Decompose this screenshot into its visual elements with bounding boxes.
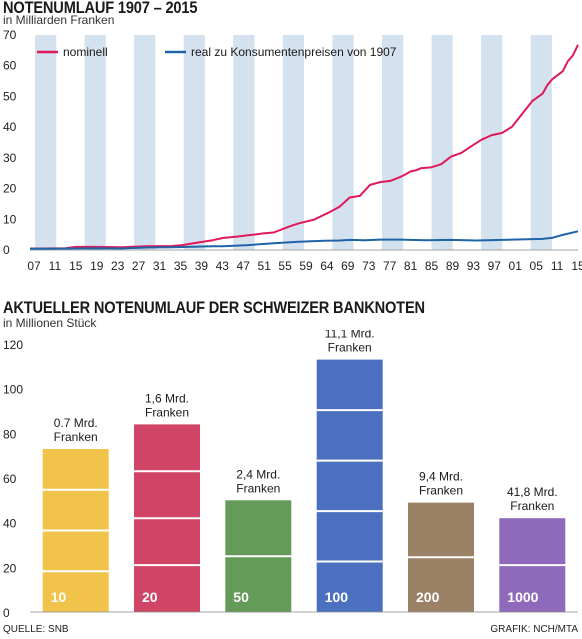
x-tick-label: 47 <box>237 259 251 273</box>
x-tick-label: 19 <box>90 259 104 273</box>
x-tick-label: 69 <box>341 259 355 273</box>
x-tick-label: 64 <box>320 259 334 273</box>
x-tick-label: 15 <box>69 259 83 273</box>
x-tick-label: 89 <box>446 259 460 273</box>
band <box>35 35 57 250</box>
credit-note: GRAFIK: NCH/MTA <box>490 624 578 635</box>
bar-value-unit-label: Franken <box>54 430 98 444</box>
series-line-real <box>30 230 579 250</box>
bar-denomination-label: 1000 <box>507 589 538 605</box>
y-tick-label: 80 <box>3 427 17 441</box>
bar-100 <box>316 359 383 612</box>
y-tick-label: 20 <box>3 561 17 575</box>
x-tick-label: 27 <box>132 259 146 273</box>
band <box>332 35 354 250</box>
bar-value-label: 41,8 Mrd. <box>507 485 558 499</box>
source-note: QUELLE: SNB <box>3 624 69 635</box>
bar-denomination-label: 100 <box>325 589 349 605</box>
y-tick-label: 100 <box>3 383 23 397</box>
x-tick-label: 97 <box>488 259 502 273</box>
y-tick-label: 50 <box>3 89 17 103</box>
bar-denomination-label: 200 <box>416 589 440 605</box>
chart2-title: AKTUELLER NOTENUMLAUF DER SCHWEIZER BANK… <box>3 298 425 317</box>
bar-denomination-label: 10 <box>51 589 67 605</box>
x-tick-label: 07 <box>27 259 41 273</box>
y-tick-label: 20 <box>3 182 17 196</box>
band <box>282 35 304 250</box>
chart1-subtitle: in Milliarden Franken <box>3 13 115 27</box>
y-tick-label: 0 <box>3 243 10 257</box>
band <box>134 35 156 250</box>
y-tick-label: 70 <box>3 28 17 42</box>
y-tick-label: 40 <box>3 517 17 531</box>
bar-value-unit-label: Franken <box>510 499 554 513</box>
band <box>84 35 106 250</box>
bar-value-unit-label: Franken <box>236 481 280 495</box>
band <box>431 35 453 250</box>
band <box>530 35 552 250</box>
bar-denomination-label: 20 <box>142 589 158 605</box>
x-tick-label: 23 <box>111 259 125 273</box>
y-tick-label: 60 <box>3 59 17 73</box>
legend-label-real: real zu Konsumentenpreisen von 1907 <box>191 45 397 59</box>
series-line-nominell <box>30 44 579 250</box>
legend-label-nominell: nominell <box>63 45 108 59</box>
bar-value-unit-label: Franken <box>419 484 463 498</box>
x-tick-label: 59 <box>299 259 313 273</box>
chart1-title: NOTENUMLAUF 1907 – 2015 <box>3 0 198 17</box>
x-tick-label: 51 <box>258 259 272 273</box>
bar-value-label: 2,4 Mrd. <box>236 467 280 481</box>
y-tick-label: 120 <box>3 338 23 352</box>
bar-value-unit-label: Franken <box>328 341 372 355</box>
band <box>183 35 205 250</box>
x-tick-label: 81 <box>404 259 418 273</box>
x-tick-label: 05 <box>530 259 544 273</box>
band <box>481 35 503 250</box>
band <box>382 35 404 250</box>
bar-value-label: 11,1 Mrd. <box>325 330 375 341</box>
x-tick-label: 77 <box>383 259 397 273</box>
y-tick-label: 60 <box>3 472 17 486</box>
x-tick-label: 11 <box>551 259 564 273</box>
x-tick-label: 93 <box>467 259 481 273</box>
x-tick-label: 01 <box>509 259 523 273</box>
bar-value-label: 0.7 Mrd. <box>54 416 98 430</box>
x-tick-label: 85 <box>425 259 439 273</box>
band <box>233 35 255 250</box>
x-tick-label: 11 <box>49 259 62 273</box>
bar-denomination-label: 50 <box>233 589 249 605</box>
bar-value-label: 1,6 Mrd. <box>145 391 189 405</box>
bar-value-label: 9,4 Mrd. <box>419 470 463 484</box>
x-tick-label: 31 <box>153 259 167 273</box>
bar-value-unit-label: Franken <box>145 405 189 419</box>
x-tick-label: 35 <box>174 259 188 273</box>
y-tick-label: 0 <box>3 606 10 620</box>
y-tick-label: 30 <box>3 151 17 165</box>
x-tick-label: 39 <box>195 259 209 273</box>
y-tick-label: 10 <box>3 212 17 226</box>
x-tick-label: 15 <box>571 259 582 273</box>
x-tick-label: 73 <box>362 259 376 273</box>
x-tick-label: 43 <box>216 259 230 273</box>
x-tick-label: 55 <box>278 259 292 273</box>
chart2-subtitle: in Millionen Stück <box>3 316 97 330</box>
y-tick-label: 40 <box>3 120 17 134</box>
